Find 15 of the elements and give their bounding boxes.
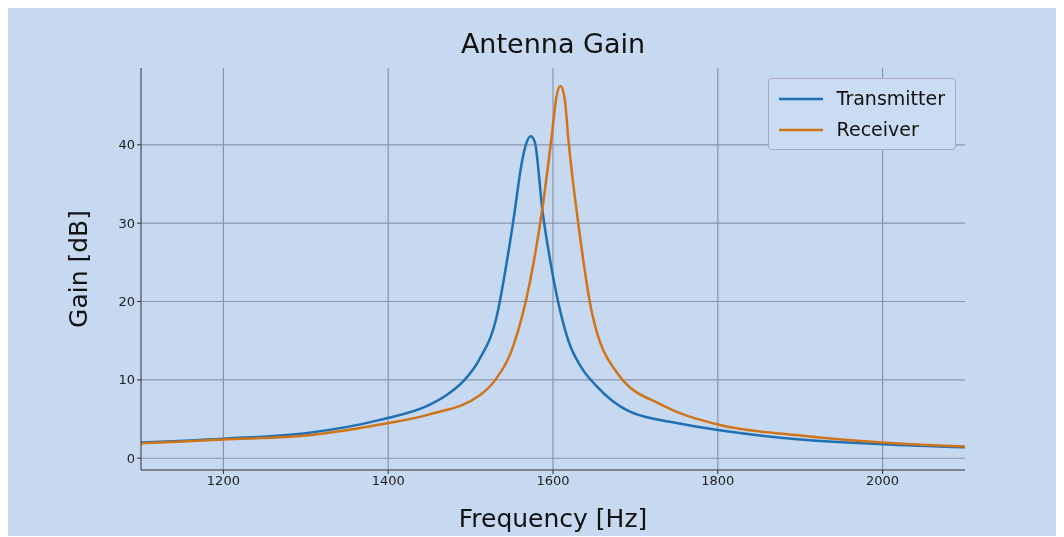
- x-tick-label: 1400: [371, 473, 405, 489]
- x-tick-label: 1200: [206, 473, 240, 489]
- y-tick-label: 20: [118, 294, 135, 310]
- legend-label: Transmitter: [835, 86, 945, 111]
- y-tick-label: 30: [118, 215, 135, 231]
- x-tick-label: 2000: [866, 473, 900, 489]
- y-tick-label: 0: [126, 450, 135, 466]
- x-tick-label: 1800: [701, 473, 735, 489]
- y-tick-label: 10: [118, 372, 135, 388]
- legend-label: Receiver: [835, 117, 920, 142]
- x-axis-title: Frequency [Hz]: [458, 504, 648, 533]
- x-tick-label: 1600: [536, 473, 570, 489]
- y-tick-label: 40: [118, 137, 135, 153]
- y-axis-title: Gain [dB]: [63, 210, 93, 328]
- chart-title: Antenna Gain: [459, 28, 647, 59]
